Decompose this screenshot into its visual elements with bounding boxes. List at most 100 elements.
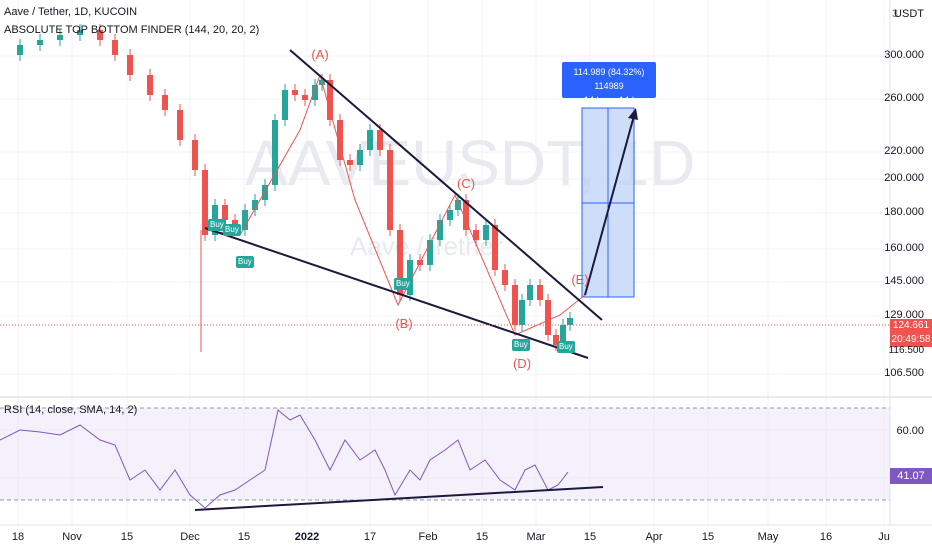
wave-b: (B): [395, 316, 413, 331]
candle-body: [553, 335, 559, 345]
date-axis-label: 15: [237, 531, 251, 543]
candles: [17, 24, 573, 352]
rsi-value-tag: 41.07: [890, 468, 932, 484]
date-axis-label: 15: [583, 531, 597, 543]
candle-body: [312, 85, 318, 100]
candle-body: [347, 160, 353, 165]
price-axis-label: 200.000: [884, 172, 924, 184]
buy-signal: Buy: [512, 339, 530, 351]
arrow-head-icon: [628, 108, 638, 120]
candle-body: [502, 270, 508, 285]
countdown-tag: 20:49:58: [890, 333, 932, 347]
candle-body: [463, 200, 469, 230]
candle-body: [17, 45, 23, 55]
price-axis-label: 180.000: [884, 206, 924, 218]
price-axis-label: 260.000: [884, 92, 924, 104]
candle-body: [377, 130, 383, 150]
candle-body: [97, 30, 103, 40]
price-axis-label: 160.000: [884, 242, 924, 254]
candle-body: [473, 230, 479, 240]
candle-body: [162, 95, 168, 110]
date-axis-label: 15: [701, 531, 715, 543]
date-axis-label: 18: [11, 531, 25, 543]
upper-trendline[interactable]: [289, 49, 603, 321]
wave-d: (D): [512, 356, 532, 371]
candle-body: [282, 90, 288, 120]
price-axis-label: 145.000: [884, 275, 924, 287]
date-axis-label: Dec: [180, 531, 200, 543]
candle-body: [192, 140, 198, 170]
candle-body: [455, 200, 461, 210]
candle-body: [272, 120, 278, 185]
price-axis-label: 300.000: [884, 49, 924, 61]
hidden-price-label: 116.500: [888, 345, 924, 356]
buy-signal: Buy: [236, 256, 254, 268]
candle-body: [147, 75, 153, 95]
buy-signal: Buy: [223, 224, 241, 236]
candle-body: [127, 55, 133, 75]
date-axis-label: Nov: [62, 531, 82, 543]
candle-body: [512, 285, 518, 325]
date-axis-label: 15: [120, 531, 134, 543]
candle-body: [252, 200, 258, 210]
candle-body: [437, 220, 443, 240]
rsi-title[interactable]: RSI (14, close, SMA, 14, 2): [4, 404, 138, 416]
measure-line1: 114.989 (84.32%) 114989: [573, 67, 645, 91]
currency-label[interactable]: USDT: [894, 8, 924, 20]
last-price-tag: 124.661: [890, 319, 932, 333]
date-axis-label: 2022: [294, 531, 320, 543]
date-axis-label: 16: [819, 531, 833, 543]
rsi-line: [0, 409, 569, 509]
price-axis-label: 220.000: [884, 145, 924, 157]
measure-label[interactable]: 114.989 (84.32%) 114989 14 bars, 14d: [562, 62, 656, 105]
date-axis-label: Feb: [418, 531, 438, 543]
date-axis-label: 15: [475, 531, 489, 543]
date-axis-label: Apr: [645, 531, 663, 543]
candle-body: [262, 185, 268, 200]
candle-body: [327, 80, 333, 120]
wave-c: (C): [456, 176, 476, 191]
rsi-band: [0, 408, 890, 500]
candle-body: [57, 35, 63, 40]
price-axis-label: 106.500: [884, 367, 924, 379]
candle-body: [492, 225, 498, 270]
price-axis-label: 129.000: [884, 309, 924, 321]
candle-body: [77, 30, 83, 35]
wave-e: (E): [571, 272, 589, 287]
buy-signal: Buy: [394, 278, 412, 290]
buy-signal: Buy: [557, 341, 575, 353]
candle-body: [367, 130, 373, 150]
candle-body: [483, 225, 489, 240]
candle-body: [407, 260, 413, 295]
lower-trendline[interactable]: [204, 227, 589, 359]
candle-body: [112, 40, 118, 55]
candle-body: [337, 120, 343, 160]
candle-body: [447, 210, 453, 220]
axis-prefix: 3: [891, 8, 898, 20]
indicator-title[interactable]: ABSOLUTE TOP BOTTOM FINDER (144, 20, 20,…: [4, 24, 260, 36]
wave-a: (A): [311, 47, 329, 62]
candle-body: [387, 150, 393, 230]
candle-body: [177, 110, 183, 140]
candle-body: [560, 325, 566, 345]
candle-body: [537, 285, 543, 300]
candle-body: [357, 150, 363, 165]
candle-body: [427, 240, 433, 265]
watermark-name: Aave / Tether: [350, 231, 503, 261]
candle-body: [37, 40, 43, 45]
candle-body: [302, 95, 308, 100]
date-axis-label: May: [757, 531, 779, 543]
candle-body: [397, 230, 403, 295]
measure-line2: 14 bars, 14d: [583, 95, 635, 105]
projection-arrow[interactable]: [584, 111, 636, 296]
candle-body: [527, 285, 533, 300]
candle-body: [222, 205, 228, 220]
rsi-trendline[interactable]: [194, 486, 604, 511]
date-axis-label: Ju: [878, 531, 890, 543]
candle-body: [545, 300, 551, 335]
chart-title[interactable]: Aave / Tether, 1D, KUCOIN: [4, 6, 138, 18]
candle-body: [242, 210, 248, 230]
buy-signal: Buy: [208, 219, 226, 231]
